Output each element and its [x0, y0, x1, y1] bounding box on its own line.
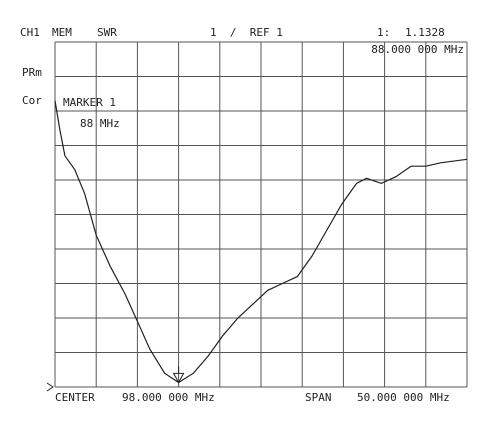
- ref-indicator: [46, 382, 54, 392]
- marker-value: 1.1328: [405, 26, 445, 39]
- channel: CH1: [20, 26, 40, 39]
- trace: [54, 100, 468, 384]
- marker-title: MARKER 1: [63, 96, 116, 109]
- cor: Cor: [22, 94, 42, 107]
- marker-freq-short: 88 MHz: [80, 117, 120, 130]
- mode: MEM: [52, 26, 72, 39]
- span-label: SPAN: [305, 391, 332, 404]
- marker: [172, 366, 185, 384]
- center: 98.000 000 MHz: [122, 391, 215, 404]
- scale: 1 / REF 1: [210, 26, 283, 39]
- center-label: CENTER: [55, 391, 95, 404]
- marker-freq: 88.000 000 MHz: [371, 43, 464, 56]
- marker-label: 1:: [377, 26, 390, 39]
- format: SWR: [97, 26, 117, 39]
- prm: PRm: [22, 66, 42, 79]
- span: 50.000 000 MHz: [357, 391, 450, 404]
